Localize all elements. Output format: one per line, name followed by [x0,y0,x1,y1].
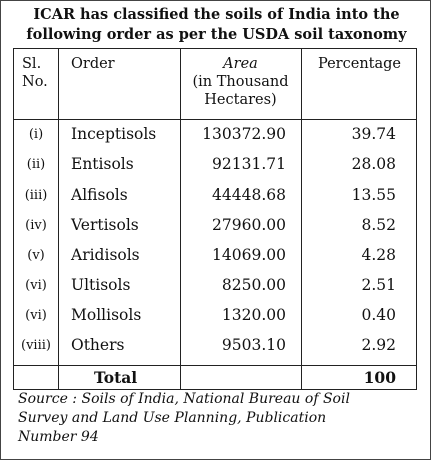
row-5-sl: (v) [27,248,45,263]
row-1-order: Inceptisols [71,125,157,143]
row-4-order: Vertisols [71,216,139,234]
source-note: Source : Soils of India, National Bureau… [18,390,418,447]
column-divider-order [180,49,181,389]
row-2-percentage: 28.08 [351,155,396,173]
header-percentage: Percentage [318,56,401,72]
title-line-1: ICAR has classified the soils of India i… [33,6,400,23]
row-5-order: Aridisols [71,246,140,264]
row-4-area: 27960.00 [212,216,286,234]
row-1-sl: (i) [28,127,44,142]
header-area-line-2: (in Thousand [192,74,289,90]
row-3-area: 44448.68 [212,186,286,204]
header-area: Area (in Thousand Hectares) [180,55,301,109]
title-line-2: following order as per the USDA soil tax… [26,26,407,43]
row-7-order: Mollisols [71,306,142,324]
row-7-percentage: 0.40 [361,306,396,324]
row-6-percentage: 2.51 [361,276,396,294]
header-divider [14,119,416,120]
source-line-3: Number 94 [18,429,99,445]
soil-order-table: Sl. No. Order Area (in Thousand Hectares… [13,48,417,390]
row-8-percentage: 2.92 [361,336,396,354]
row-2-order: Entisols [71,155,134,173]
header-area-line-1: Area [223,56,258,72]
row-1-percentage: 39.74 [351,125,396,143]
header-sl-line-2: No. [22,74,48,90]
row-8-order: Others [71,336,125,354]
row-6-area: 8250.00 [221,276,286,294]
total-divider [14,365,416,366]
row-8-area: 9503.10 [221,336,286,354]
row-4-percentage: 8.52 [361,216,396,234]
source-line-2: Survey and Land Use Planning, Publicatio… [18,410,327,426]
column-divider-area [301,49,302,389]
page-title: ICAR has classified the soils of India i… [1,5,432,45]
row-2-sl: (ii) [26,157,46,172]
row-7-sl: (vi) [25,308,47,323]
header-order: Order [71,56,115,72]
total-percentage: 100 [363,368,396,387]
row-6-sl: (vi) [25,278,47,293]
row-5-area: 14069.00 [212,246,286,264]
row-6-order: Ultisols [71,276,131,294]
column-divider-sl [58,49,59,389]
row-4-sl: (iv) [25,218,47,233]
total-label: Total [94,368,138,387]
header-sl: Sl. No. [22,55,48,91]
document-frame: ICAR has classified the soils of India i… [0,0,431,460]
row-3-order: Alfisols [71,186,128,204]
row-2-area: 92131.71 [212,155,286,173]
row-3-percentage: 13.55 [351,186,396,204]
row-5-percentage: 4.28 [361,246,396,264]
row-1-area: 130372.90 [202,125,286,143]
source-line-1: Source : Soils of India, National Bureau… [18,391,350,407]
row-7-area: 1320.00 [221,306,286,324]
row-3-sl: (iii) [24,188,48,203]
row-8-sl: (viii) [21,338,51,353]
header-sl-line-1: Sl. [22,56,42,72]
header-area-line-3: Hectares) [204,92,277,108]
